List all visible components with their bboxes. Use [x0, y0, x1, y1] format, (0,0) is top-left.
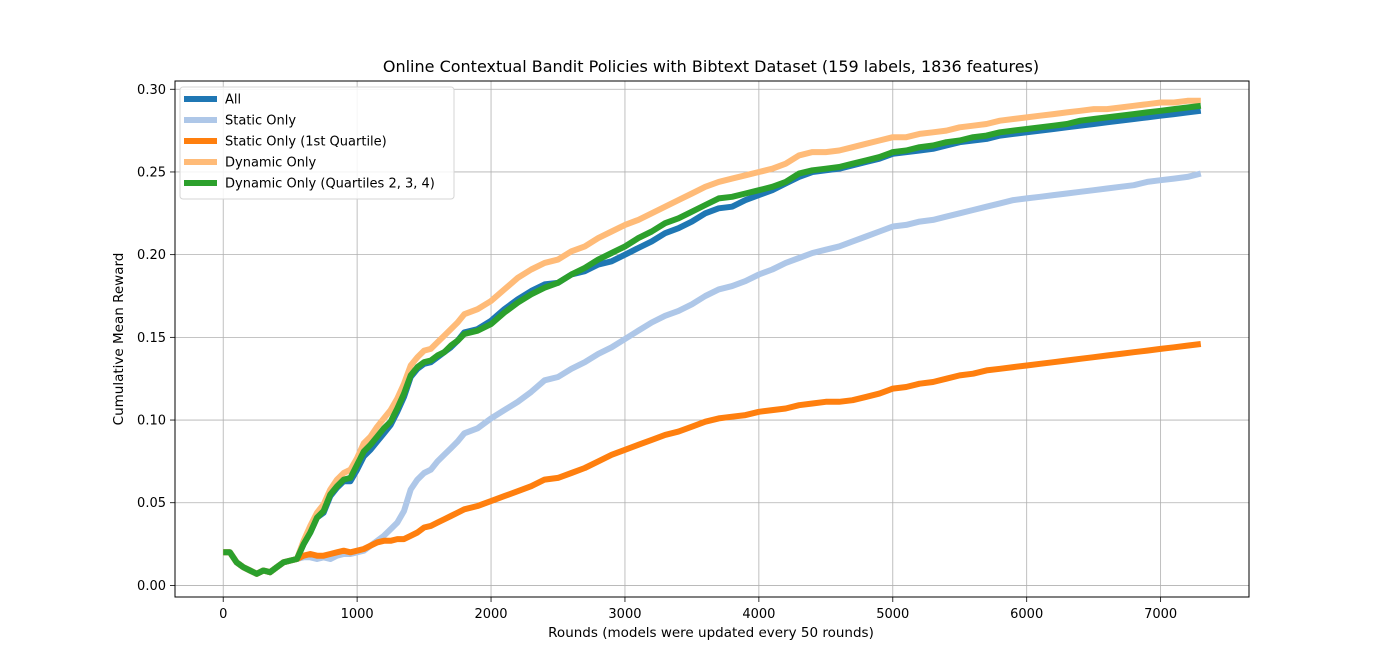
y-tick-label: 0.30 [137, 83, 166, 98]
x-tick-label: 5000 [876, 607, 909, 622]
y-tick-label: 0.00 [137, 579, 166, 594]
legend: All Static Only Static Only (1st Quartile)… [179, 86, 455, 200]
y-tick-label: 0.05 [137, 496, 166, 511]
x-axis-label: Rounds (models were updated every 50 rou… [548, 625, 874, 641]
legend-label: Static Only (1st Quartile) [225, 135, 387, 150]
x-tick-label: 1000 [341, 607, 374, 622]
x-tick-label: 3000 [608, 607, 641, 622]
legend-label: Dynamic Only (Quartiles 2, 3, 4) [225, 177, 435, 192]
x-tick-label: 2000 [474, 607, 507, 622]
legend-label: Dynamic Only [225, 156, 317, 171]
y-tick-label: 0.25 [137, 165, 166, 180]
legend-label: Static Only [225, 114, 296, 129]
y-tick-label: 0.10 [137, 414, 166, 429]
y-tick-label: 0.20 [137, 248, 166, 263]
y-axis: 0.00 0.05 0.10 0.15 0.20 0.25 0.30 [137, 83, 175, 594]
series-lines [223, 97, 1202, 577]
legend-box [179, 86, 455, 200]
series-line-2 [223, 341, 1202, 577]
x-axis: 0 1000 2000 3000 4000 5000 6000 7000 [219, 597, 1177, 622]
y-tick-label: 0.15 [137, 331, 166, 346]
plot-frame [174, 80, 1250, 598]
x-tick-label: 0 [219, 607, 227, 622]
legend-label: All [225, 93, 241, 108]
x-tick-label: 6000 [1010, 607, 1043, 622]
x-tick-label: 7000 [1144, 607, 1177, 622]
x-tick-label: 4000 [742, 607, 775, 622]
chart-title: Online Contextual Bandit Policies with B… [383, 57, 1039, 76]
series-line-4 [223, 102, 1202, 577]
y-axis-label: Cumulative Mean Reward [111, 253, 127, 426]
